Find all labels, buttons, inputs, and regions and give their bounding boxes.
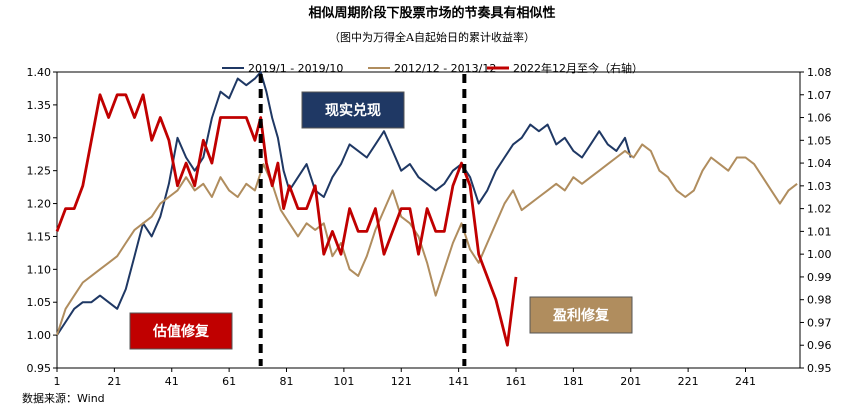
y-right-tick-label: 1.07 [807,89,832,102]
x-tick-label: 81 [279,375,293,388]
x-tick-label: 161 [505,375,526,388]
y-right-tick-label: 0.98 [807,294,832,307]
y-left-tick-label: 0.95 [27,362,52,375]
y-right-tick-label: 0.97 [807,316,832,329]
y-right-tick-label: 1.02 [807,203,832,216]
x-tick-label: 241 [735,375,756,388]
series-line-1 [56,71,632,336]
x-tick-label: 61 [222,375,236,388]
legend-label-3: 2022年12月至今（右轴） [513,61,643,75]
annotation-label-1: 估值修复 [152,323,210,340]
y-right-tick-label: 1.08 [807,66,832,79]
series-line-2 [56,143,798,336]
x-tick-label: 121 [391,375,412,388]
x-tick-label: 1 [54,375,61,388]
y-right-tick-label: 0.99 [807,271,832,284]
legend: 2019/1 - 2019/10 2012/12 - 2013/12 2022年12… [222,61,643,75]
plot-border [56,71,801,369]
legend-label-1: 2019/1 - 2019/10 [248,62,343,75]
y-left-tick-label: 1.40 [27,66,52,79]
legend-label-2: 2012/12 - 2013/12 [394,62,496,75]
y-left-tick-label: 1.30 [27,132,52,145]
y-left-tick-label: 1.05 [27,296,52,309]
y-left-tick-label: 1.35 [27,99,52,112]
y-right-tick-label: 1.03 [807,180,832,193]
chart-subtitle: （图中为万得全A自起始日的累计收益率） [329,30,535,44]
x-tick-label: 21 [107,375,121,388]
x-tick-label: 41 [165,375,179,388]
x-tick-label: 141 [448,375,469,388]
source-note: 数据来源：Wind [22,391,105,405]
y-right-tick-label: 1.05 [807,134,832,147]
y-right-tick-label: 1.06 [807,112,832,125]
y-left-tick-label: 1.00 [27,329,52,342]
y-right-tick-label: 1.01 [807,225,832,238]
y-left-tick-label: 1.25 [27,165,52,178]
annotation-box-3 [529,296,633,334]
x-tick-label: 201 [620,375,641,388]
annotation-box-2 [301,91,405,129]
y-right-tick-label: 0.95 [807,362,832,375]
chart-title: 相似周期阶段下股票市场的节奏具有相似性 [308,5,555,21]
series-line-3 [55,93,518,347]
vertical-markers [258,74,467,366]
y-left-tick-label: 1.10 [27,263,52,276]
y-left-tick-label: 1.20 [27,198,52,211]
y-left-tick-label: 1.15 [27,230,52,243]
x-tick-label: 101 [333,375,354,388]
x-tick-label: 181 [563,375,584,388]
y-right-tick-label: 1.04 [807,157,832,170]
axes: 0.95 1.00 1.05 1.10 1.15 1.20 1.25 1.30 1.35 1.40… [27,66,832,388]
x-tick-label: 221 [678,375,699,388]
plot-frame [56,71,801,369]
y-right-tick-label: 1.00 [807,248,832,261]
series-layer [55,71,798,347]
annotation-label-2: 现实兑现 [325,102,381,119]
y-right-tick-label: 0.96 [807,339,832,352]
annotation-label-3: 盈利修复 [552,307,610,324]
annotation-box-1 [129,312,233,350]
